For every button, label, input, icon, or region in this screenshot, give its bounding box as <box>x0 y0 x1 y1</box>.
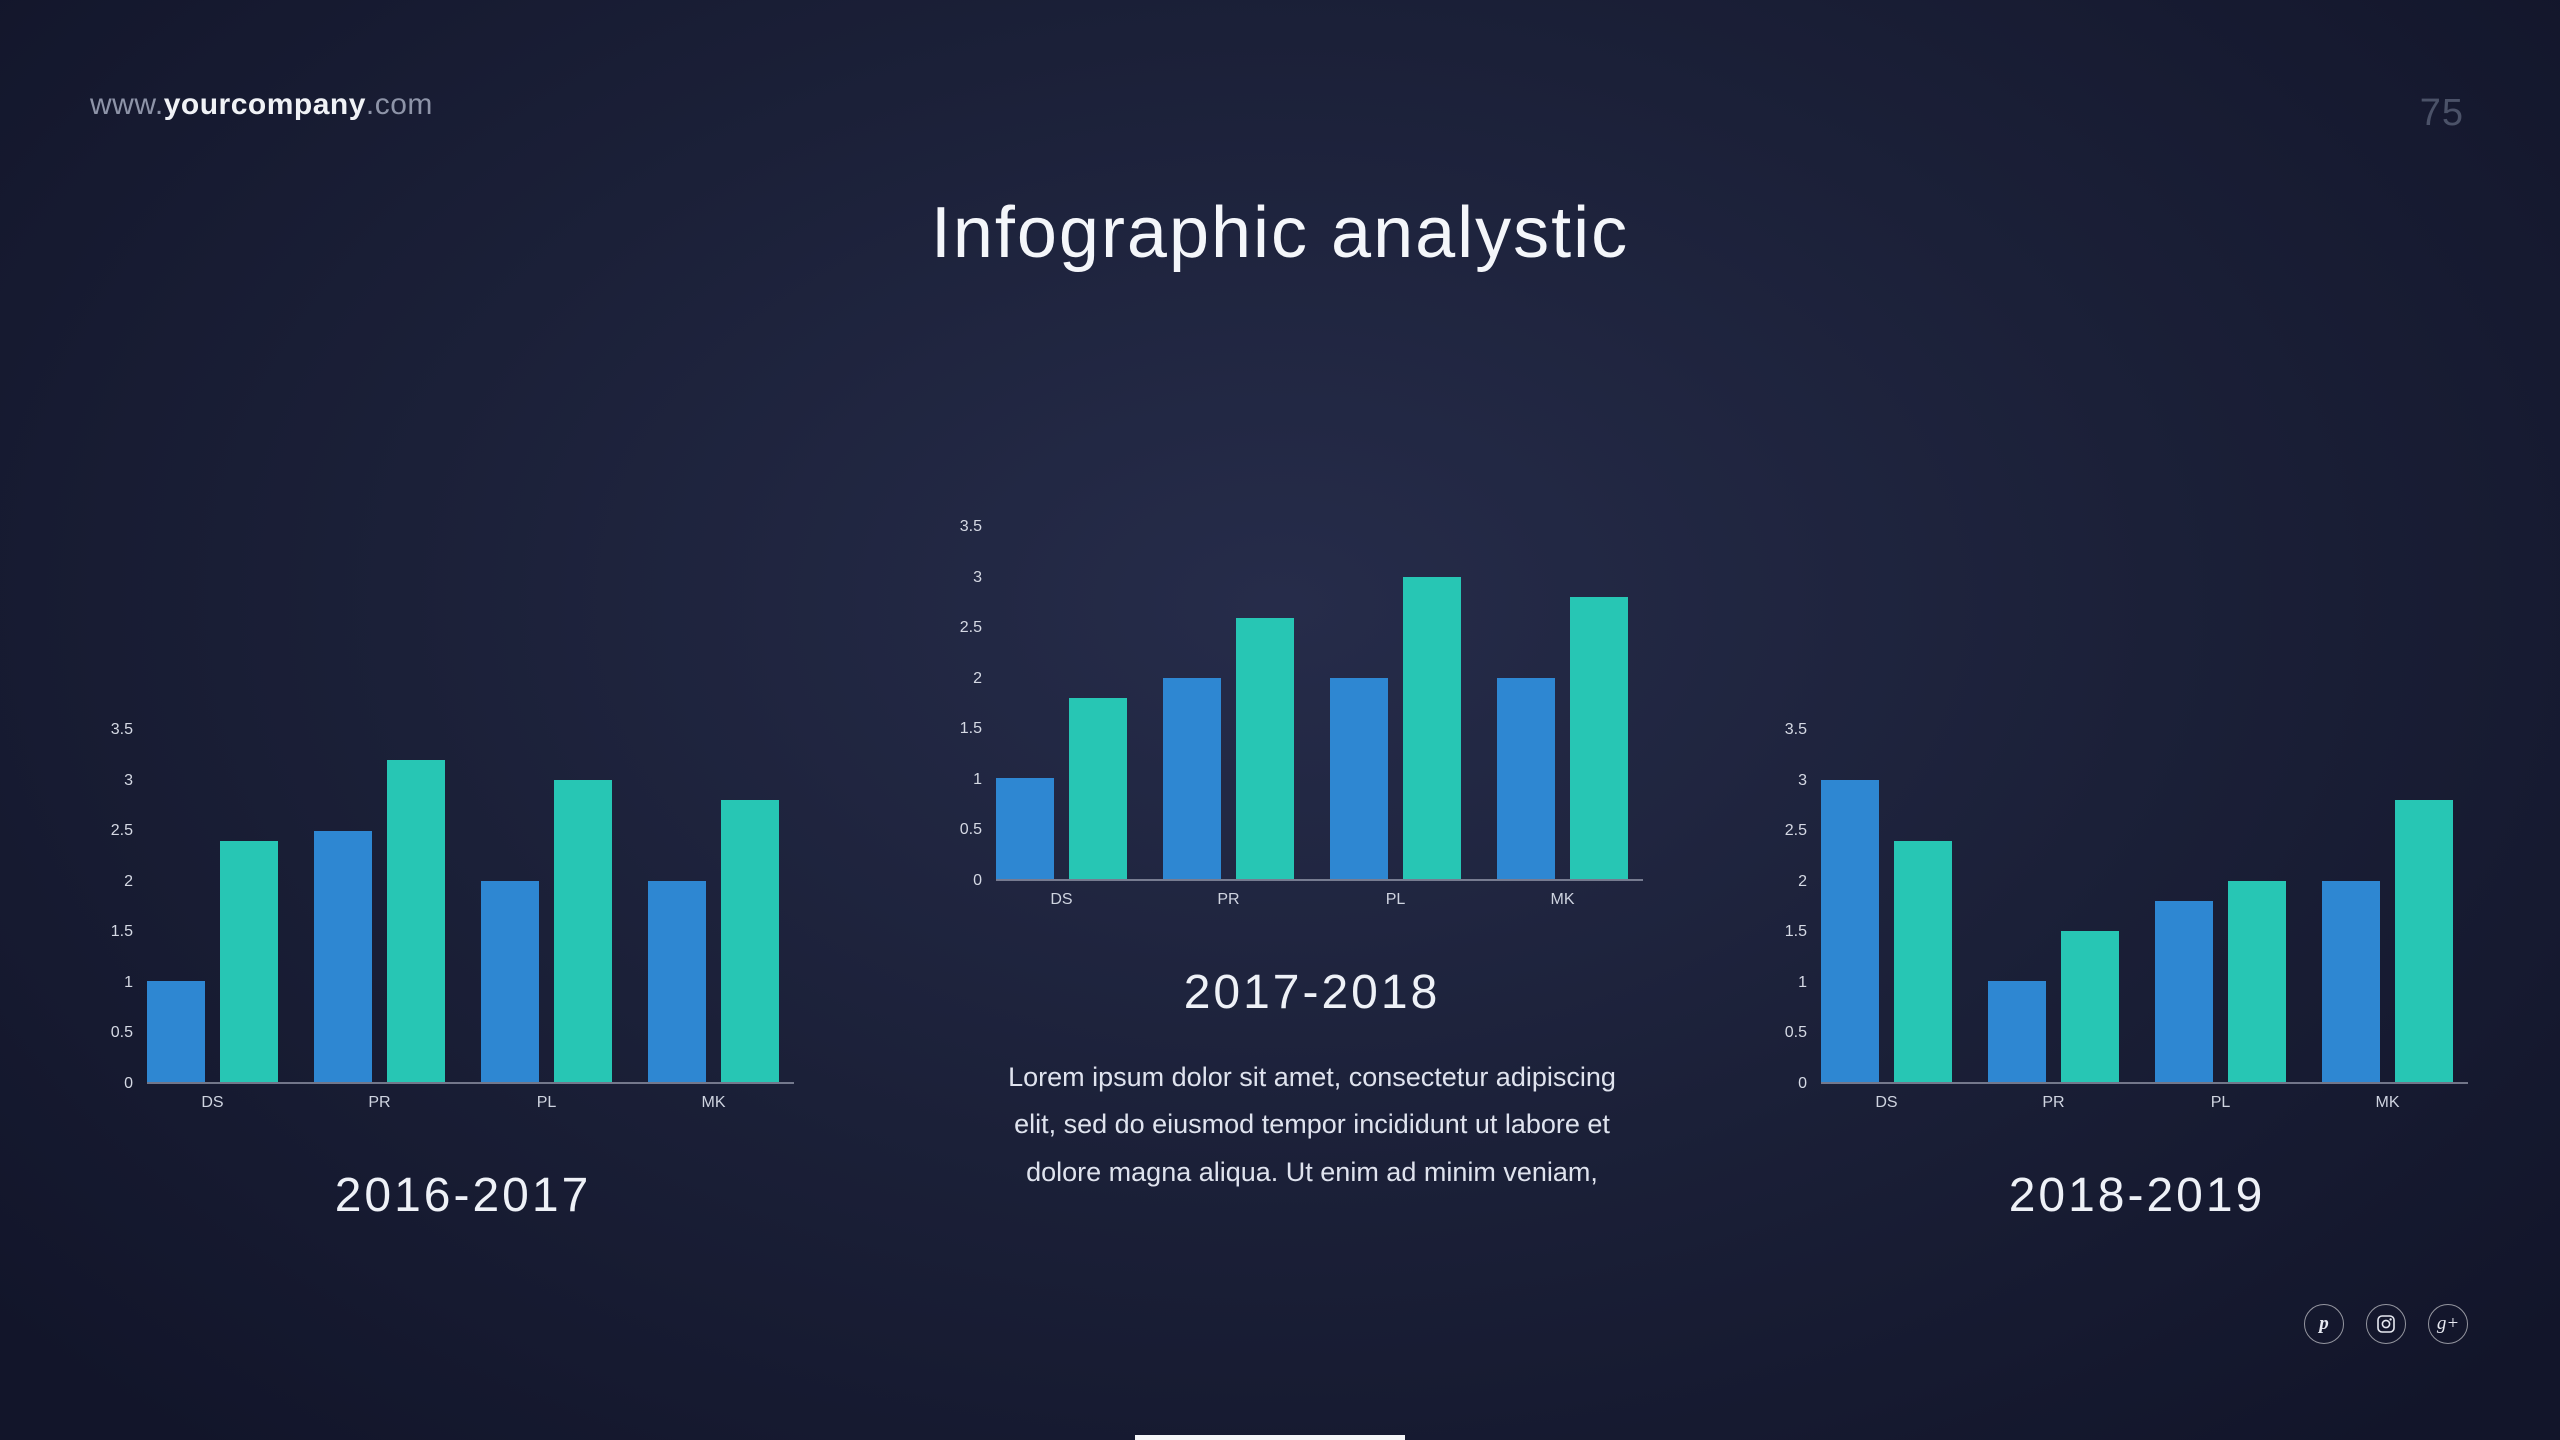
chart-title: 2016-2017 <box>334 1169 592 1222</box>
chart-body: 3.5 3 2.5 2 1.5 1 0.5 0 <box>948 518 1643 889</box>
url-prefix: www. <box>90 88 164 121</box>
x-tick-label: DS <box>1875 1094 1898 1111</box>
plot-area <box>147 730 794 1084</box>
bottom-progress-strip <box>1135 1435 1405 1440</box>
bar-teal-ds <box>1894 840 1952 1082</box>
bar-group-ds <box>996 527 1127 879</box>
x-axis: DS PR PL MK <box>1821 1094 2468 1112</box>
page-title: Infographic analystic <box>930 193 1630 273</box>
bar-group-pr <box>1163 527 1294 879</box>
chart-body: 3.5 3 2.5 2 1.5 1 0.5 0 <box>1773 721 2468 1092</box>
bar-group-mk <box>2322 730 2453 1082</box>
bar-blue-mk <box>1497 677 1555 879</box>
x-tick-label: DS <box>1050 891 1073 908</box>
y-axis: 3.5 3 2.5 2 1.5 1 0.5 0 <box>110 721 133 1092</box>
bar-group-mk <box>648 730 779 1082</box>
instagram-glyph <box>2377 1315 2395 1333</box>
bar-blue-mk <box>648 880 706 1082</box>
bar-teal-mk <box>721 800 779 1082</box>
bar-group-pl <box>2155 730 2286 1082</box>
chart-title: 2018-2019 <box>2008 1169 2266 1222</box>
x-tick-label: PL <box>1385 891 1406 908</box>
bar-blue-pr <box>1163 677 1221 879</box>
x-tick-label: PR <box>368 1094 391 1111</box>
chart-2016-2017: 3.5 3 2.5 2 1.5 1 0.5 0 DS PR PL MK 2016-2017 <box>99 721 794 1223</box>
bar-teal-mk <box>1570 597 1628 879</box>
bar-group-pl <box>481 730 612 1082</box>
bar-teal-pr <box>387 760 445 1082</box>
bar-blue-pr <box>314 830 372 1082</box>
social-links: p g+ <box>2304 1304 2468 1344</box>
bar-group-pl <box>1330 527 1461 879</box>
bar-group-pr <box>314 730 445 1082</box>
bar-teal-mk <box>2395 800 2453 1082</box>
x-tick-label: PL <box>2210 1094 2231 1111</box>
x-tick-label: PR <box>1217 891 1240 908</box>
bar-blue-pl <box>481 880 539 1082</box>
x-tick-label: PL <box>536 1094 557 1111</box>
chart-body: 3.5 3 2.5 2 1.5 1 0.5 0 <box>99 721 794 1092</box>
pinterest-glyph: p <box>2319 1313 2329 1334</box>
x-axis: DS PR PL MK <box>996 891 1643 909</box>
bar-teal-pl <box>554 780 612 1082</box>
chart-title: 2017-2018 <box>1183 966 1441 1019</box>
x-axis: DS PR PL MK <box>147 1094 794 1112</box>
bar-blue-mk <box>2322 880 2380 1082</box>
x-tick-label: MK <box>1550 891 1575 908</box>
x-tick-label: MK <box>701 1094 726 1111</box>
chart-2017-2018: 3.5 3 2.5 2 1.5 1 0.5 0 DS PR PL MK 2017-2018 Lore… <box>948 518 1643 1196</box>
bar-group-ds <box>1821 730 1952 1082</box>
bar-blue-pl <box>2155 900 2213 1082</box>
bar-teal-pl <box>1403 577 1461 879</box>
x-tick-label: MK <box>2375 1094 2400 1111</box>
google-plus-glyph: g+ <box>2436 1313 2460 1334</box>
x-tick-label: PR <box>2042 1094 2065 1111</box>
bar-blue-ds <box>1821 780 1879 1082</box>
bar-group-mk <box>1497 527 1628 879</box>
bar-group-ds <box>147 730 278 1082</box>
bar-teal-pr <box>1236 617 1294 879</box>
x-tick-label: DS <box>201 1094 224 1111</box>
bar-blue-pl <box>1330 677 1388 879</box>
y-axis: 3.5 3 2.5 2 1.5 1 0.5 0 <box>1784 721 1807 1092</box>
url-company: yourcompany <box>163 88 366 121</box>
bar-blue-ds <box>147 981 205 1082</box>
bar-blue-pr <box>1988 981 2046 1082</box>
bar-teal-ds <box>1069 697 1127 879</box>
bar-teal-ds <box>220 840 278 1082</box>
chart-description: Lorem ipsum dolor sit amet, consectetur … <box>1008 1062 1616 1187</box>
chart-2018-2019: 3.5 3 2.5 2 1.5 1 0.5 0 DS PR PL MK 2018-2019 <box>1773 721 2468 1223</box>
pinterest-icon[interactable]: p <box>2304 1304 2344 1344</box>
site-url: www.yourcompany.com <box>90 88 433 122</box>
url-suffix: .com <box>365 88 433 121</box>
plot-area <box>1821 730 2468 1084</box>
y-axis: 3.5 3 2.5 2 1.5 1 0.5 0 <box>959 518 982 889</box>
instagram-icon[interactable] <box>2366 1304 2406 1344</box>
bar-blue-ds <box>996 778 1054 879</box>
bar-teal-pr <box>2061 931 2119 1082</box>
google-plus-icon[interactable]: g+ <box>2428 1304 2468 1344</box>
bar-teal-pl <box>2228 880 2286 1082</box>
page-number: 75 <box>2419 92 2464 134</box>
plot-area <box>996 527 1643 881</box>
bar-group-pr <box>1988 730 2119 1082</box>
